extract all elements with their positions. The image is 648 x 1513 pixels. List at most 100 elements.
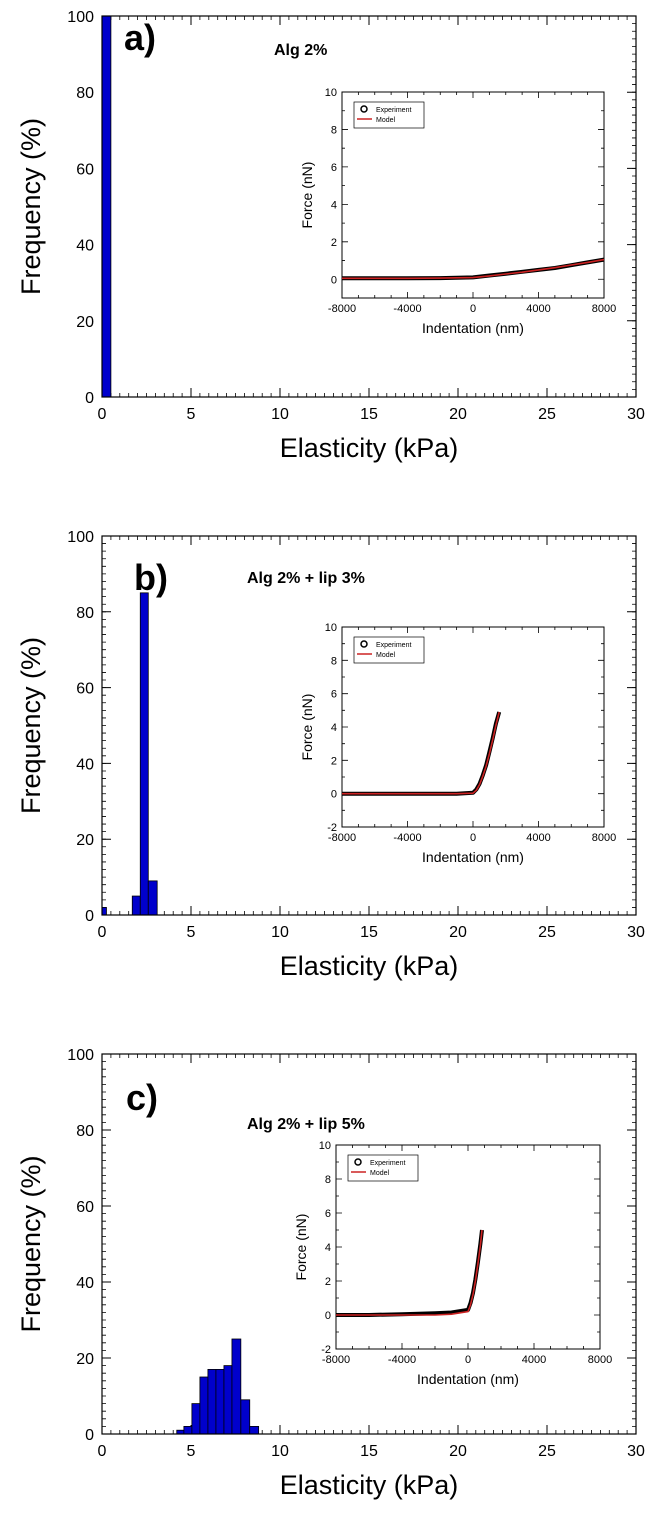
inset-x-tick-label: 4000 <box>522 1354 546 1366</box>
y-tick-label: 100 <box>67 9 94 26</box>
y-axis-label: Frequency (%) <box>16 1155 46 1332</box>
x-tick-label: 0 <box>98 924 107 941</box>
x-tick-label: 25 <box>538 1443 556 1460</box>
histogram-bar <box>223 1365 233 1435</box>
inset-y-tick-label: 0 <box>325 1310 331 1322</box>
x-tick-label: 0 <box>98 1443 107 1460</box>
inset-y-tick-label: 6 <box>331 162 337 174</box>
histogram-bar <box>183 1426 193 1435</box>
inset-y-tick-label: 4 <box>331 199 337 211</box>
x-tick-label: 5 <box>187 1443 196 1460</box>
y-tick-label: 100 <box>67 529 94 546</box>
x-tick-label: 30 <box>627 924 645 941</box>
inset-x-tick-label: -8000 <box>328 303 356 315</box>
histogram-bar <box>215 1369 225 1435</box>
inset-y-tick-label: 4 <box>331 722 337 734</box>
x-tick-label: 30 <box>627 406 645 423</box>
inset-series-line <box>342 711 500 795</box>
x-tick-label: 20 <box>449 1443 467 1460</box>
y-tick-label: 80 <box>76 1123 94 1140</box>
inset-chart: -8000 -4000 0 4000 8000 -2 0 2 4 6 8 10 Indentation … <box>299 622 616 865</box>
inset-y-tick-label: -2 <box>327 822 337 834</box>
inset-y-tick-label: 6 <box>325 1208 331 1220</box>
y-tick-label: 20 <box>76 314 94 331</box>
x-tick-label: 15 <box>360 924 378 941</box>
histogram-bar <box>199 1376 209 1435</box>
histogram-bar <box>191 1403 201 1435</box>
inset-x-tick-label: 8000 <box>592 303 616 315</box>
y-axis-label: Frequency (%) <box>16 118 46 295</box>
inset-chart: -8000 -4000 0 4000 8000 0 2 4 6 8 10 Indentation (n… <box>299 87 616 336</box>
histogram-bar <box>131 895 141 916</box>
x-tick-label: 5 <box>187 406 196 423</box>
x-tick-label: 10 <box>271 406 289 423</box>
x-tick-label: 15 <box>360 406 378 423</box>
inset-x-tick-label: -4000 <box>388 1354 416 1366</box>
inset-x-axis-label: Indentation (nm) <box>422 849 524 865</box>
inset-x-tick-label: -4000 <box>393 832 421 844</box>
legend-marker-experiment <box>360 105 368 113</box>
inset-x-tick-label: 8000 <box>592 832 616 844</box>
inset-y-tick-label: 10 <box>325 622 337 634</box>
y-tick-label: 40 <box>76 238 94 255</box>
legend-marker-experiment <box>360 640 368 648</box>
inset-chart: -8000 -4000 0 4000 8000 -2 0 2 4 6 8 10 Indentation … <box>293 1140 612 1387</box>
panel-annotation: Alg 2% + lip 5% <box>247 1116 365 1133</box>
x-axis-label: Elasticity (kPa) <box>280 433 459 463</box>
panel-label: b) <box>134 557 168 598</box>
x-tick-label: 0 <box>98 406 107 423</box>
inset-x-tick-label: 0 <box>470 832 476 844</box>
y-tick-label: 20 <box>76 832 94 849</box>
inset-x-axis-label: Indentation (nm) <box>417 1371 519 1387</box>
inset-x-tick-label: 4000 <box>526 832 550 844</box>
inset-x-tick-label: 8000 <box>588 1354 612 1366</box>
inset-series-line <box>336 1229 483 1316</box>
inset-x-tick-label: 4000 <box>526 303 550 315</box>
histogram-bar <box>207 1369 217 1435</box>
x-tick-label: 10 <box>271 1443 289 1460</box>
y-tick-label: 80 <box>76 605 94 622</box>
plot-frame <box>101 535 637 916</box>
inset-y-tick-label: -2 <box>321 1344 331 1356</box>
inset-x-tick-label: 0 <box>465 1354 471 1366</box>
y-tick-label: 40 <box>76 756 94 773</box>
inset-y-tick-label: 2 <box>331 237 337 249</box>
inset-y-tick-label: 10 <box>325 87 337 99</box>
panel-label: a) <box>124 17 156 58</box>
inset-legend-label: Model <box>370 1170 390 1177</box>
histogram-bar <box>249 1426 260 1435</box>
x-tick-label: 15 <box>360 1443 378 1460</box>
histogram-bar <box>147 880 158 916</box>
inset-y-tick-label: 6 <box>331 689 337 701</box>
y-tick-label: 0 <box>85 390 94 407</box>
inset-y-tick-label: 2 <box>331 755 337 767</box>
inset-series-line <box>342 258 605 280</box>
inset-y-axis-label: Force (nN) <box>293 1214 309 1281</box>
inset-legend-label: Experiment <box>376 107 411 114</box>
inset-y-tick-label: 10 <box>319 1140 331 1152</box>
inset-legend-label: Experiment <box>376 642 411 649</box>
inset-y-tick-label: 0 <box>331 789 337 801</box>
y-axis-label: Frequency (%) <box>16 637 46 814</box>
x-axis-label: Elasticity (kPa) <box>280 1470 459 1500</box>
x-tick-label: 25 <box>538 406 556 423</box>
histogram-bar <box>101 907 107 916</box>
x-tick-label: 20 <box>449 406 467 423</box>
histogram-bar <box>231 1338 242 1435</box>
inset-x-tick-label: -4000 <box>393 303 421 315</box>
histogram-bar <box>240 1399 251 1435</box>
inset-y-tick-label: 2 <box>325 1276 331 1288</box>
plot-frame <box>101 15 637 398</box>
inset-y-axis-label: Force (nN) <box>299 162 315 229</box>
y-tick-label: 20 <box>76 1351 94 1368</box>
y-tick-label: 60 <box>76 161 94 178</box>
x-axis-label: Elasticity (kPa) <box>280 951 459 981</box>
inset-y-tick-label: 8 <box>331 124 337 136</box>
inset-legend-label: Experiment <box>370 1160 405 1167</box>
plot-frame <box>101 1053 637 1435</box>
inset-legend-label: Model <box>376 652 396 659</box>
y-tick-label: 100 <box>67 1047 94 1064</box>
